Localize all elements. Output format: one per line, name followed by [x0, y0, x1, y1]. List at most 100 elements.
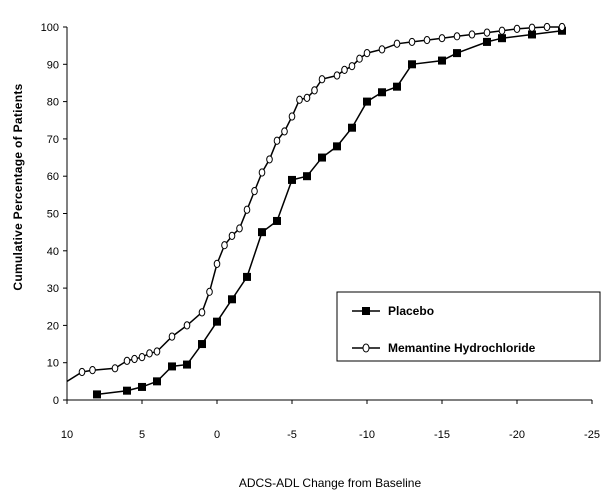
memantine-point: [131, 354, 138, 364]
memantine-point: [378, 45, 386, 54]
x-tick-label: -15: [434, 429, 450, 441]
x-tick-label: -20: [509, 429, 525, 441]
memantine-point: [341, 65, 348, 74]
placebo-point: [153, 377, 161, 386]
memantine-point: [468, 30, 476, 39]
placebo-point: [393, 82, 401, 91]
placebo-point: [438, 56, 446, 65]
x-axis-title: ADCS-ADL Change from Baseline: [239, 476, 422, 490]
memantine-point: [281, 127, 288, 136]
memantine-point: [146, 349, 153, 358]
placebo-point: [498, 34, 506, 43]
memantine-point: [236, 224, 243, 233]
placebo-point: [273, 216, 281, 225]
x-tick-label: 10: [61, 429, 73, 441]
tick-marks: [63, 26, 593, 404]
memantine-point: [89, 366, 96, 375]
memantine-point: [498, 26, 506, 35]
memantine-point: [273, 136, 281, 145]
memantine-point: [348, 62, 356, 71]
memantine-point: [543, 22, 551, 32]
y-tick-label: 90: [47, 59, 59, 71]
memantine-point: [228, 231, 236, 240]
placebo-point: [183, 360, 191, 369]
x-tick-labels: 10 5 0 -5 -10 -15 -20 -25: [61, 429, 600, 441]
placebo-point: [453, 49, 461, 58]
memantine-point: [513, 24, 521, 33]
placebo-point: [288, 175, 296, 184]
placebo-point: [168, 362, 176, 371]
memantine-point: [303, 93, 311, 102]
placebo-point: [303, 172, 311, 181]
y-tick-label: 0: [53, 395, 59, 407]
placebo-point: [528, 30, 536, 39]
legend-box: [336, 291, 601, 362]
y-tick-label: 10: [47, 358, 59, 370]
placebo-point: [93, 390, 101, 399]
memantine-point: [393, 39, 401, 48]
memantine-point: [198, 308, 206, 317]
placebo-point: [243, 272, 251, 281]
placebo-point: [198, 340, 206, 349]
memantine-point: [483, 28, 491, 37]
legend-item-placebo: Placebo: [352, 304, 434, 318]
memantine-point: [213, 259, 221, 268]
series-layer: [66, 22, 566, 399]
memantine-point: [78, 367, 86, 377]
x-tick-label: 0: [214, 429, 220, 441]
memantine-point: [423, 35, 431, 45]
legend-label-placebo: Placebo: [388, 304, 434, 318]
y-tick-label: 80: [47, 97, 59, 109]
y-tick-label: 40: [47, 246, 59, 258]
memantine-point: [356, 54, 363, 63]
x-tick-label: -10: [359, 429, 375, 441]
placebo-point: [258, 228, 266, 237]
x-tick-label: 5: [139, 429, 145, 441]
x-tick-label: -5: [287, 429, 297, 441]
y-tick-label: 50: [47, 209, 59, 221]
placebo-point: [123, 386, 131, 395]
memantine-point: [111, 364, 119, 373]
memantine-point: [453, 32, 461, 41]
memantine-point: [221, 241, 228, 250]
y-tick-label: 70: [47, 134, 59, 146]
placebo-point: [213, 317, 221, 326]
legend-square-icon: [362, 307, 370, 315]
legend-circle-icon: [362, 343, 370, 353]
y-axis-title: Cumulative Percentage of Patients: [11, 83, 25, 290]
y-tick-label: 20: [47, 320, 59, 332]
y-tick-label: 100: [41, 22, 59, 34]
memantine-point: [333, 71, 341, 80]
memantine-point: [266, 155, 273, 164]
placebo-point: [483, 37, 491, 46]
memantine-point: [153, 347, 161, 356]
memantine-point: [318, 75, 326, 84]
memantine-point: [408, 37, 416, 47]
placebo-point: [363, 97, 371, 106]
memantine-point: [288, 112, 296, 121]
memantine-point: [206, 287, 213, 296]
placebo-point: [348, 123, 356, 132]
legend-label-memantine: Memantine Hydrochloride: [388, 341, 536, 355]
memantine-point: [558, 22, 566, 32]
memantine-point: [363, 49, 371, 58]
placebo-point: [333, 142, 341, 151]
series-line-1: [66, 26, 562, 383]
memantine-point: [438, 34, 446, 43]
memantine-point: [311, 86, 318, 95]
placebo-point: [228, 295, 236, 304]
x-tick-label: -25: [584, 429, 600, 441]
legend: Placebo Memantine Hydrochloride: [336, 291, 601, 362]
memantine-point: [168, 332, 176, 341]
legend-item-memantine: Memantine Hydrochloride: [352, 341, 536, 355]
placebo-point: [408, 60, 416, 69]
memantine-point: [123, 356, 131, 365]
memantine-point: [251, 187, 258, 196]
memantine-point: [183, 321, 191, 330]
placebo-point: [378, 88, 386, 97]
memantine-point: [138, 353, 146, 362]
memantine-point: [258, 168, 266, 177]
memantine-point: [243, 205, 251, 214]
memantine-point: [528, 23, 536, 32]
